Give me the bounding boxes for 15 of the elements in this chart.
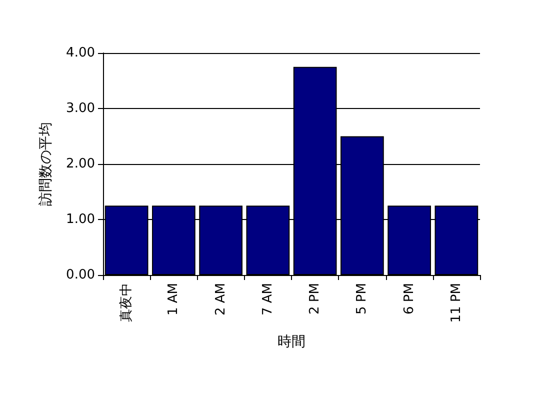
x-tick-label: 6 PM [402,283,417,314]
x-tick-label: 真夜中 [118,283,134,322]
x-axis-title: 時間 [278,334,306,350]
x-tick-label: 7 AM [260,283,276,316]
x-tick-label: 5 PM [354,283,370,314]
y-tick-label: 1.00 [66,212,95,227]
y-tick-label: 4.00 [66,46,95,60]
y-tick-label: 2.00 [66,156,95,172]
y-tick-label: 0.00 [66,268,95,282]
y-tick-label: 3.00 [66,101,95,116]
x-tick-label: 11 PM [448,283,464,323]
x-tick-label: 2 AM [213,283,228,316]
x-tick-label: 2 PM [308,283,323,314]
y-axis-title: 訪問数の平均 [38,122,54,206]
x-tick-label: 1 AM [166,283,182,316]
